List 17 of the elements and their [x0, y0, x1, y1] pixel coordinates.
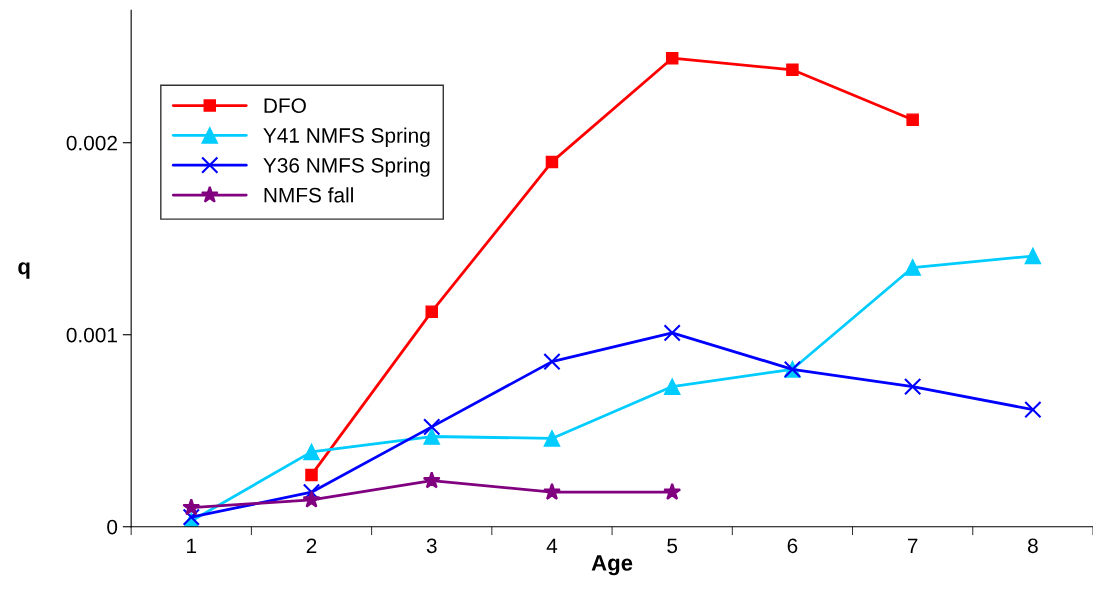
- x-tick-label: 4: [546, 538, 558, 553]
- x-tick-label: 5: [667, 538, 678, 554]
- legend-label: Y41 NMFS Spring: [263, 127, 430, 147]
- y-tick-label: 0.002: [66, 135, 117, 151]
- legend-label: NMFS fall: [264, 187, 353, 203]
- x-tick-label: 3: [426, 538, 437, 554]
- y-tick-label: 0.001: [66, 327, 117, 343]
- y-axis-title: q: [18, 262, 30, 279]
- legend-label: Y36 NMFS Spring: [263, 157, 430, 177]
- x-tick-label: 1: [187, 538, 197, 553]
- x-tick-label: 8: [1028, 538, 1038, 554]
- legend-label: DFO: [264, 98, 306, 114]
- x-tick-label: 7: [907, 538, 918, 553]
- x-tick-label: 6: [787, 538, 798, 554]
- x-tick-label: 2: [306, 538, 317, 553]
- y-tick-label: 0: [107, 519, 118, 535]
- x-axis-title: Age: [591, 555, 633, 576]
